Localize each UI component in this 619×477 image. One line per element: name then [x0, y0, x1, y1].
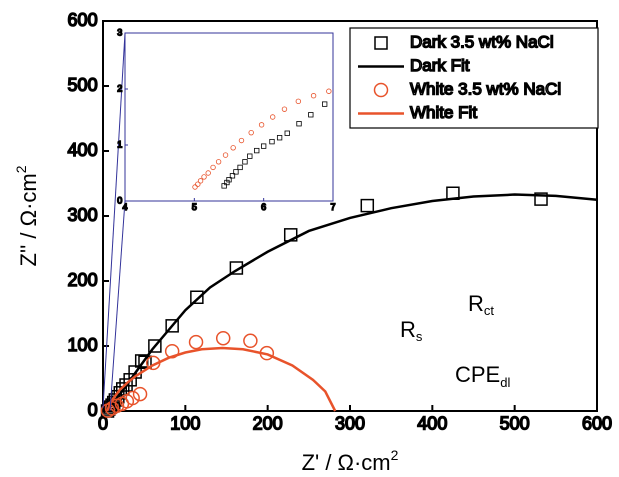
- data-point: [254, 147, 260, 154]
- x-tick-label: 500: [500, 413, 530, 433]
- data-point: [201, 174, 207, 180]
- legend-label: Dark Fit: [410, 56, 470, 75]
- data-point: [284, 130, 290, 136]
- data-point: [258, 122, 265, 128]
- zoom-line: [109, 200, 126, 412]
- circuit-label: Rct: [468, 291, 494, 319]
- data-point: [269, 114, 276, 120]
- x-tick-label: 4: [122, 202, 127, 212]
- legend-label: White Fit: [410, 103, 477, 122]
- data-point: [123, 373, 137, 387]
- data-point: [229, 173, 236, 179]
- y-tick-label: 600: [68, 10, 98, 30]
- y-tick-label: 300: [68, 205, 98, 225]
- data-point: [248, 129, 254, 136]
- x-tick-label: 100: [170, 413, 200, 433]
- data-point: [310, 93, 317, 99]
- data-point: [226, 177, 232, 183]
- data-point: [132, 386, 148, 402]
- data-point: [233, 169, 239, 175]
- legend-label: White 3.5 wt% NaCl: [410, 79, 561, 98]
- data-point: [276, 135, 283, 141]
- x-tick-label: 0: [98, 413, 108, 433]
- x-axis-label-text: Z' / Ω·cm: [302, 450, 391, 475]
- data-point: [215, 330, 231, 346]
- y-tick-label: 500: [68, 75, 98, 95]
- x-axis-label-sup: 2: [391, 447, 399, 463]
- y-tick-label: 400: [68, 140, 98, 160]
- legend-swatch: [373, 82, 389, 98]
- y-tick-label: 0: [117, 195, 122, 205]
- legend-swatch: [374, 36, 388, 50]
- circuit-label-sub: dl: [500, 375, 510, 390]
- legend-box: [349, 27, 599, 129]
- y-tick-label: 3: [117, 27, 122, 37]
- y-tick-label: 2: [117, 83, 122, 93]
- plot-frame: [124, 32, 334, 202]
- circuit-label-text: R: [400, 317, 416, 342]
- data-point: [326, 88, 332, 94]
- circuit-label-sub: s: [416, 329, 423, 344]
- zoom-line: [102, 32, 126, 409]
- x-tick-label: 400: [417, 413, 447, 433]
- data-point: [138, 355, 152, 369]
- data-point: [269, 138, 275, 145]
- data-point: [238, 137, 245, 144]
- data-point: [308, 112, 314, 118]
- data-point: [148, 339, 162, 353]
- data-point: [242, 159, 248, 165]
- data-point: [188, 334, 204, 350]
- data-point: [165, 319, 179, 333]
- data-point: [192, 184, 198, 190]
- circuit-label-text: CPE: [455, 362, 500, 387]
- data-point: [221, 183, 227, 189]
- data-point: [197, 178, 204, 184]
- y-tick-label: 100: [68, 335, 98, 355]
- data-point: [296, 121, 302, 127]
- x-tick-label: 600: [582, 413, 612, 433]
- legend-label: Dark 3.5 wt% NaCl: [410, 32, 554, 51]
- x-tick-label: 5: [192, 202, 197, 212]
- y-tick-label: 200: [68, 270, 98, 290]
- circuit-label: Rs: [400, 317, 423, 345]
- data-point: [195, 181, 201, 187]
- circuit-label-sub: ct: [484, 303, 495, 318]
- circuit-label: CPEdl: [455, 362, 510, 391]
- data-point: [205, 170, 211, 176]
- x-tick-label: 300: [335, 413, 365, 433]
- y-axis-label: Z'' / Ω·cm2: [13, 165, 41, 266]
- data-point: [210, 164, 216, 171]
- data-point: [125, 390, 140, 406]
- data-point: [230, 145, 236, 151]
- x-tick-label: 200: [253, 413, 283, 433]
- x-tick-label: 6: [261, 202, 266, 212]
- x-axis-label: Z' / Ω·cm2: [302, 447, 399, 475]
- data-point: [215, 159, 222, 165]
- equivalent-circuit: 0 100 200 300 400 500 600 0 100 200 300 400 500 600 Da…: [67, 9, 613, 434]
- data-point: [247, 153, 253, 159]
- data-point: [534, 192, 548, 206]
- data-point: [237, 164, 243, 171]
- y-tick-label: 0: [88, 400, 98, 420]
- data-point: [360, 198, 375, 213]
- y-axis-label-text: Z'' / Ω·cm: [16, 173, 41, 266]
- fit-line: [105, 346, 337, 412]
- y-axis-label-sup: 2: [13, 165, 29, 173]
- data-point: [261, 143, 267, 149]
- data-point: [295, 98, 302, 105]
- data-point: [243, 333, 258, 349]
- y-tick-label: 1: [117, 139, 122, 149]
- data-point: [190, 290, 204, 304]
- data-point: [281, 106, 288, 112]
- circuit-label-text: R: [468, 291, 484, 316]
- data-point: [119, 378, 133, 392]
- data-point: [322, 101, 328, 107]
- x-tick-label: 7: [330, 202, 335, 212]
- data-point: [222, 152, 229, 158]
- data-point: [116, 382, 130, 396]
